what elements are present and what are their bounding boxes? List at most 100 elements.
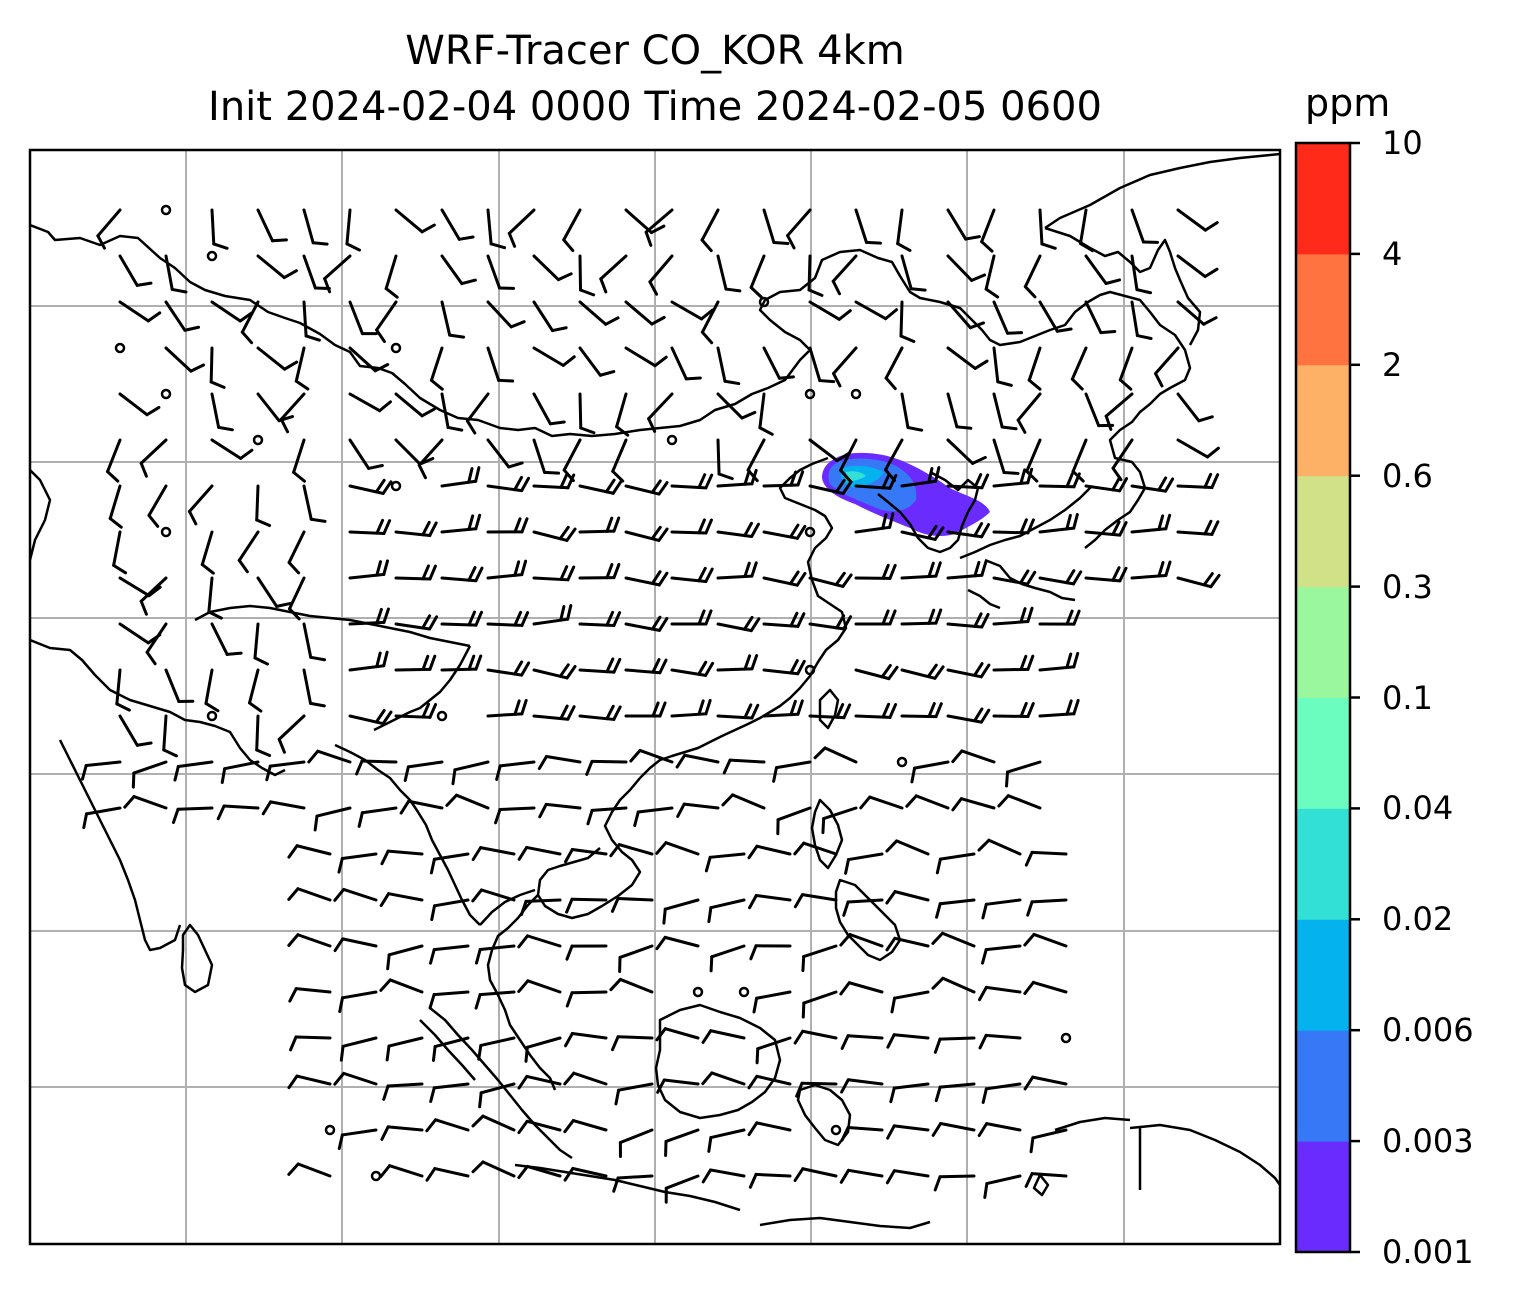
wind-barb xyxy=(486,346,515,383)
wind-barb xyxy=(716,438,734,481)
wind-barb xyxy=(762,346,795,380)
wind-barb xyxy=(578,610,622,627)
wind-barb xyxy=(82,806,122,830)
wind-barb xyxy=(440,610,483,627)
wind-barb xyxy=(624,525,669,542)
wind-barb xyxy=(532,392,566,426)
calm-wind-marker xyxy=(370,1170,382,1182)
wind-barb xyxy=(394,654,437,672)
colorbar-tick-label: 0.1 xyxy=(1382,678,1433,717)
wind-barb xyxy=(429,346,444,391)
wind-barb xyxy=(716,392,757,420)
wind-barb xyxy=(664,1128,700,1157)
wind-barb xyxy=(532,346,576,367)
wind-barb xyxy=(1084,476,1129,493)
wind-barb xyxy=(524,1036,562,1063)
wind-barb xyxy=(977,1122,1022,1137)
wind-barb xyxy=(772,760,812,783)
wind-barb xyxy=(839,932,884,948)
wind-barb xyxy=(980,208,996,253)
wind-barb xyxy=(776,806,812,836)
wind-barb xyxy=(946,560,988,580)
wind-barb xyxy=(333,937,378,953)
wind-barb xyxy=(578,516,621,534)
colorbar-tick-label: 2 xyxy=(1382,345,1403,384)
wind-barb xyxy=(611,438,628,483)
wind-barb xyxy=(474,944,516,965)
wind-barb xyxy=(900,663,945,680)
wind-barb xyxy=(256,576,292,608)
wind-barb xyxy=(670,473,714,490)
wind-barb xyxy=(394,564,437,581)
wind-barb xyxy=(762,659,806,676)
wind-barb xyxy=(624,346,668,368)
wind-barb xyxy=(747,1074,792,1090)
wind-barb xyxy=(471,1160,516,1178)
wind-barb xyxy=(313,806,352,832)
wind-barb xyxy=(762,208,790,246)
wind-barb xyxy=(379,892,424,908)
wind-barb xyxy=(1038,208,1057,250)
wind-barb xyxy=(118,714,153,747)
wind-barb xyxy=(951,749,996,764)
wind-barb xyxy=(624,300,666,326)
wind-barb xyxy=(565,990,608,1008)
wind-barb xyxy=(931,976,976,994)
wind-barb xyxy=(537,754,582,771)
wind-barb xyxy=(471,846,516,862)
wind-barb xyxy=(538,802,582,819)
wind-barb xyxy=(517,1164,562,1180)
wind-barb xyxy=(813,746,858,764)
wind-barb xyxy=(946,612,990,629)
wind-barb xyxy=(302,668,326,708)
wind-barb xyxy=(656,1078,700,1094)
wind-barb xyxy=(495,760,536,781)
wind-barb xyxy=(1118,346,1134,391)
wind-barb xyxy=(1176,208,1219,232)
wind-barb xyxy=(905,794,950,810)
wind-barb xyxy=(900,524,945,541)
calm-wind-marker xyxy=(436,710,448,722)
wind-barb xyxy=(1016,392,1042,434)
wind-barb xyxy=(486,517,529,534)
wind-barb xyxy=(403,760,444,782)
wind-barb xyxy=(662,898,700,925)
wind-barb xyxy=(379,978,424,994)
wind-barb xyxy=(578,346,616,377)
wind-barb xyxy=(934,1082,976,1103)
wind-barb xyxy=(992,346,1013,387)
wind-barb xyxy=(486,438,524,469)
wind-barb xyxy=(831,254,858,296)
wind-barb xyxy=(261,800,306,816)
wind-barb xyxy=(859,795,904,810)
wind-barb xyxy=(1104,392,1134,431)
wind-barb xyxy=(1070,346,1088,391)
wind-barb xyxy=(578,392,596,435)
calm-wind-marker xyxy=(850,388,862,400)
wind-barb xyxy=(933,1036,976,1054)
colorbar-unit-label: ppm xyxy=(1305,81,1391,125)
colorbar-tick-label: 0.3 xyxy=(1382,567,1433,606)
map-content xyxy=(30,152,1280,1230)
wind-barb xyxy=(118,392,161,417)
wind-barb xyxy=(885,936,930,952)
wind-barb xyxy=(302,484,327,523)
colorbar-segment xyxy=(1296,143,1350,255)
wind-barb xyxy=(793,841,838,856)
wind-barb xyxy=(707,1128,746,1153)
wind-barb xyxy=(749,254,766,299)
wind-barb xyxy=(399,799,444,815)
wind-barb xyxy=(854,208,882,245)
wind-barb xyxy=(440,208,475,241)
wind-barb xyxy=(700,208,720,253)
wind-barb xyxy=(287,1074,332,1090)
wind-barb xyxy=(992,392,1018,431)
plume-core xyxy=(846,471,866,481)
wind-barb xyxy=(946,707,991,724)
wind-barb xyxy=(1025,438,1042,483)
wind-barb xyxy=(348,518,392,535)
wind-barb xyxy=(80,760,122,781)
wind-barb xyxy=(106,438,122,483)
wind-barb xyxy=(384,254,399,299)
wind-barb xyxy=(1038,698,1080,718)
